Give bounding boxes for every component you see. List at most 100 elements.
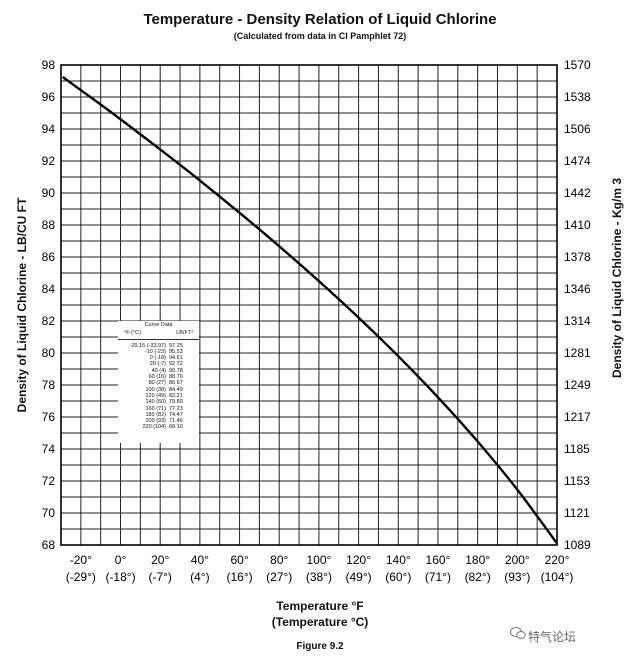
y-tick-label-right: 1346: [564, 282, 591, 296]
curve-data-density: 92.72: [169, 361, 183, 368]
curve-data-temp: 140 (60): [145, 399, 167, 406]
figure-caption: Figure 9.2: [296, 641, 344, 652]
curve-data-temp: 220 (104): [142, 424, 166, 431]
x-tick-label-c: (104°): [541, 570, 574, 584]
chart-grid: [60, 64, 558, 546]
curve-data-header: °F (°C) LB/FT³: [118, 328, 199, 340]
curve-data-rows: -29.15 (-33.97) 97.25 -10 (-23) 95.53 0 (-18…: [118, 343, 199, 431]
x-tick-label-f: 20°: [151, 553, 169, 567]
y-tick-label-left: 88: [42, 218, 56, 232]
y-tick-label-right: 1314: [564, 314, 591, 328]
y-tick-label-right: 1089: [564, 538, 591, 552]
y-tick-label-right: 1185: [564, 442, 590, 456]
curve-data-row: 200 (93) 71.46: [118, 418, 199, 424]
y-tick-label-left: 86: [42, 250, 56, 264]
curve-data-row: 0 (-18) 94.61: [118, 355, 199, 361]
chart-title: Temperature - Density Relation of Liquid…: [143, 11, 497, 28]
curve-data-density: 68.10: [169, 424, 183, 431]
curve-data-col1-header: °F (°C): [124, 330, 141, 337]
x-tick-label-f: 40°: [191, 553, 209, 567]
curve-data-row: 100 (38) 84.49: [118, 387, 199, 393]
y-tick-label-right: 1410: [564, 218, 591, 232]
y-tick-label-left: 70: [42, 506, 56, 520]
watermark-text: 特气论坛: [528, 630, 577, 644]
y-tick-label-right: 1442: [564, 186, 591, 200]
curve-layer: [61, 76, 558, 545]
x-tick-label-c: (93°): [504, 570, 530, 584]
curve-data-row: 80 (27) 86.67: [118, 380, 199, 386]
curve-data-density: 86.67: [169, 380, 183, 387]
x-tick-label-f: 120°: [346, 553, 371, 567]
x-tick-label-c: (60°): [385, 570, 411, 584]
curve-data-density: 88.76: [169, 374, 183, 381]
curve-data-density: 95.53: [169, 348, 183, 355]
x-tick-label-c: (-18°): [105, 570, 135, 584]
tick-labels: 98 96 94 92 90 88 86 84 82 80 78 76 74 72 70 68 1570 1538…: [42, 58, 591, 584]
x-tick-label-f: -20°: [70, 553, 92, 567]
y-tick-label-right: 1378: [564, 250, 591, 264]
x-tick-label-c: (49°): [346, 570, 372, 584]
curve-data-density: 74.47: [169, 411, 183, 418]
curve-data-row: -10 (-23) 95.53: [118, 349, 199, 355]
y-tick-label-right: 1249: [564, 378, 591, 392]
y-tick-label-right: 1153: [564, 474, 590, 488]
curve-data-temp: 20 (-7): [149, 361, 166, 368]
y-tick-label-left: 90: [42, 186, 56, 200]
plot-frame: [60, 64, 558, 546]
x-tick-label-c: (71°): [425, 570, 451, 584]
curve-data-col2-header: LB/FT³: [176, 330, 193, 337]
curve-data-row: 180 (82) 74.47: [118, 412, 199, 418]
curve-data-temp: 200 (93): [145, 418, 167, 425]
x-tick-label-f: 160°: [426, 553, 451, 567]
x-tick-label-c: (38°): [306, 570, 332, 584]
x-tick-label-f: 0°: [115, 553, 127, 567]
x-tick-label-f: 220°: [545, 553, 570, 567]
curve-data-row: -29.15 (-33.97) 97.25: [118, 343, 199, 349]
y-tick-label-left: 94: [42, 122, 56, 136]
curve-data-row: 220 (104) 68.10: [118, 424, 199, 430]
x-tick-label-c: (-29°): [66, 570, 96, 584]
y-tick-label-left: 98: [42, 58, 56, 72]
curve-data-density: 79.80: [169, 399, 183, 406]
y-tick-label-right: 1121: [564, 506, 590, 520]
curve-data-density: 90.78: [169, 367, 183, 374]
y-tick-label-right: 1474: [564, 154, 591, 168]
curve-data-row: 20 (-7) 92.72: [118, 361, 199, 367]
y-tick-label-right: 1538: [564, 90, 591, 104]
x-tick-label-c: (27°): [266, 570, 292, 584]
curve-data-row: 60 (16) 88.76: [118, 374, 199, 380]
curve-data-density: 84.49: [169, 386, 183, 393]
curve-data-row: 120 (49) 82.21: [118, 393, 199, 399]
curve-data-temp: 120 (49): [145, 392, 167, 399]
y-tick-label-left: 82: [42, 314, 56, 328]
x-tick-label-c: (-7°): [148, 570, 171, 584]
x-tick-label-f: 180°: [465, 553, 490, 567]
x-tick-label-c: (16°): [226, 570, 252, 584]
y-tick-label-left: 84: [42, 282, 56, 296]
curve-data-row: 140 (60) 79.80: [118, 399, 199, 405]
curve-data-table: Curve Data °F (°C) LB/FT³ -29.15 (-33.97…: [118, 321, 199, 443]
y-tick-label-left: 74: [42, 442, 56, 456]
y-tick-label-left: 80: [42, 346, 56, 360]
wechat-icon: [510, 627, 526, 639]
density-chart: 98 96 94 92 90 88 86 84 82 80 78 76 74 72 70 68 1570 1538…: [42, 58, 591, 584]
x-tick-label-f: 140°: [386, 553, 411, 567]
x-tick-label-f: 80°: [270, 553, 288, 567]
curve-data-density: 94.61: [169, 355, 183, 362]
y-tick-label-right: 1281: [564, 346, 591, 360]
x-tick-label-f: 60°: [230, 553, 248, 567]
curve-data-title: Curve Data: [144, 322, 173, 328]
curve-data-temp: 40 (4): [151, 367, 166, 374]
curve-data-temp: -10 (-23): [144, 348, 166, 355]
y-tick-label-left: 68: [42, 538, 56, 552]
x-tick-label-f: 100°: [307, 553, 332, 567]
curve-data-temp: 100 (38): [145, 386, 167, 393]
density-curve: [61, 76, 558, 545]
y-tick-label-right: 1506: [564, 122, 591, 136]
curve-data-density: 71.46: [169, 418, 183, 425]
y-tick-label-left: 76: [42, 410, 56, 424]
curve-data-temp: 0 (-18): [149, 355, 166, 362]
x-axis-label-f: Temperature °F: [276, 599, 364, 613]
curve-data-temp: 160 (71): [145, 405, 167, 412]
chart-subtitle: (Calculated from data in CI Pamphlet 72): [233, 31, 407, 41]
